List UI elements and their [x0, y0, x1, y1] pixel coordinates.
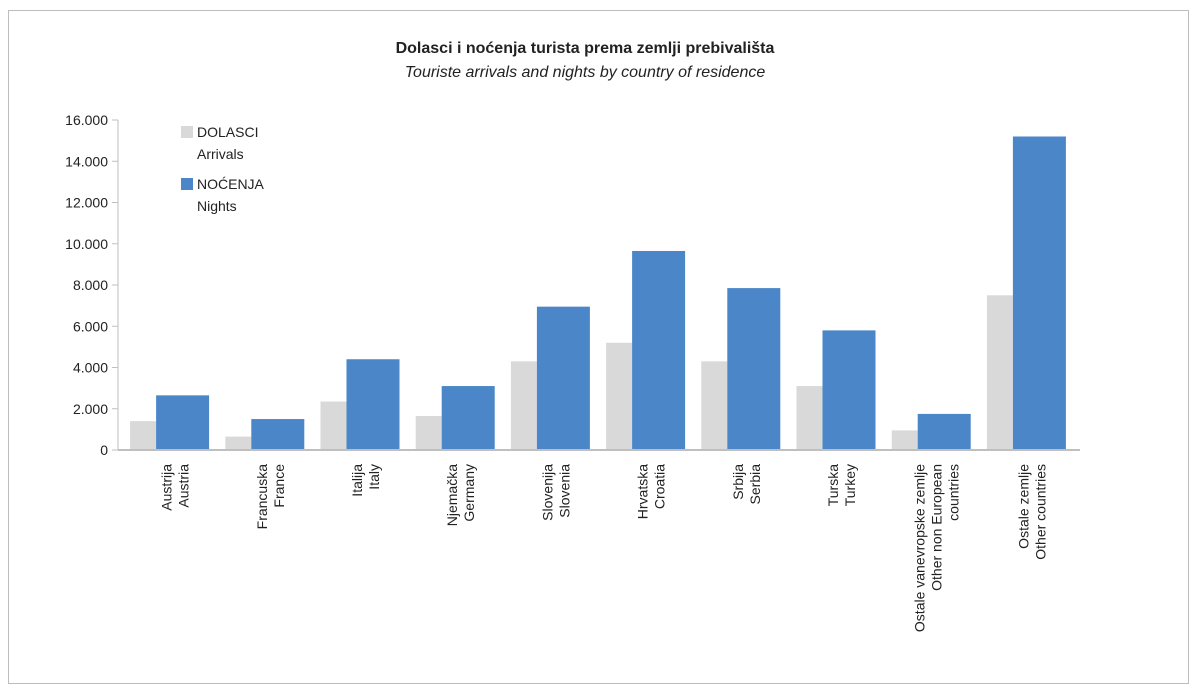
- x-category-label: Ostale vanevropske zemlje Other non Europ…: [912, 464, 962, 632]
- bar-nights: [917, 413, 971, 450]
- x-tick-label: Other non European: [929, 464, 945, 591]
- bar-nights: [441, 386, 495, 450]
- bar-arrivals: [415, 415, 442, 450]
- bar-arrivals: [986, 295, 1013, 450]
- x-category-label: Njemačka Germany: [444, 464, 477, 526]
- x-tick-label: Slovenia: [556, 464, 572, 518]
- legend-label: Arrivals: [197, 146, 244, 162]
- chart-subtitle: Touriste arrivals and nights by country …: [404, 64, 766, 81]
- bar-arrivals: [225, 436, 252, 450]
- x-tick-label: Turska: [825, 464, 841, 506]
- y-tick-label: 10.000: [65, 236, 108, 252]
- bar-arrivals: [701, 361, 728, 450]
- x-tick-label: Turkey: [842, 464, 858, 506]
- chart-title: Dolasci i noćenja turista prema zemlji p…: [395, 40, 775, 57]
- x-tick-label: Austria: [176, 464, 192, 508]
- legend-label: Nights: [197, 198, 237, 214]
- bar-arrivals: [796, 386, 823, 450]
- x-category-label: Hrvatska Croatia: [635, 464, 668, 519]
- bar-arrivals: [130, 421, 157, 450]
- x-tick-label: Austrija: [159, 464, 175, 511]
- y-tick-label: 4.000: [73, 360, 108, 376]
- y-tick-label: 0: [100, 442, 108, 458]
- bar-arrivals: [606, 342, 633, 450]
- x-tick-label: Njemačka: [444, 464, 460, 526]
- y-tick-label: 12.000: [65, 195, 108, 211]
- x-category-label: Turska Turkey: [825, 464, 858, 506]
- y-tick-label: 16.000: [65, 112, 108, 128]
- y-tick-label: 2.000: [73, 401, 108, 417]
- x-tick-label: Slovenija: [539, 464, 555, 521]
- bar-nights: [1012, 136, 1066, 450]
- legend-swatch: [181, 126, 193, 138]
- x-tick-label: Ostale zemlje: [1015, 464, 1031, 549]
- legend-swatch: [181, 178, 193, 190]
- x-tick-label: Francuska: [254, 464, 270, 530]
- x-tick-label: France: [271, 464, 287, 508]
- x-tick-label: Hrvatska: [635, 464, 651, 519]
- y-tick-label: 8.000: [73, 277, 108, 293]
- x-category-label: Italija Italy: [349, 464, 382, 497]
- x-category-label: Srbija Serbia: [730, 464, 763, 505]
- x-tick-label: Italija: [349, 464, 365, 497]
- bar-nights: [822, 330, 876, 450]
- x-tick-label: countries: [946, 464, 962, 521]
- bar-arrivals: [510, 361, 537, 450]
- y-tick-label: 6.000: [73, 318, 108, 334]
- bar-arrivals: [320, 401, 347, 450]
- x-category-label: Ostale zemlje Other countries: [1015, 464, 1048, 560]
- x-tick-label: Serbia: [747, 464, 763, 505]
- x-tick-label: Other countries: [1032, 464, 1048, 560]
- x-tick-label: Ostale vanevropske zemlje: [912, 464, 928, 632]
- x-category-label: Slovenija Slovenia: [539, 464, 572, 521]
- x-category-label: Francuska France: [254, 464, 287, 530]
- bar-nights: [156, 395, 210, 450]
- x-tick-label: Srbija: [730, 464, 746, 500]
- x-tick-label: Croatia: [652, 464, 668, 509]
- y-tick-label: 14.000: [65, 153, 108, 169]
- x-tick-label: Italy: [366, 464, 382, 490]
- bar-nights: [251, 419, 305, 450]
- legend-label: NOĆENJA: [197, 176, 265, 192]
- x-tick-label: Germany: [461, 464, 477, 522]
- legend-label: DOLASCI: [197, 124, 258, 140]
- bar-nights: [727, 288, 781, 450]
- x-category-label: Austrija Austria: [159, 464, 192, 511]
- bar-nights: [346, 359, 400, 450]
- bar-arrivals: [891, 430, 918, 450]
- bar-nights: [632, 250, 686, 450]
- bar-nights: [536, 306, 590, 450]
